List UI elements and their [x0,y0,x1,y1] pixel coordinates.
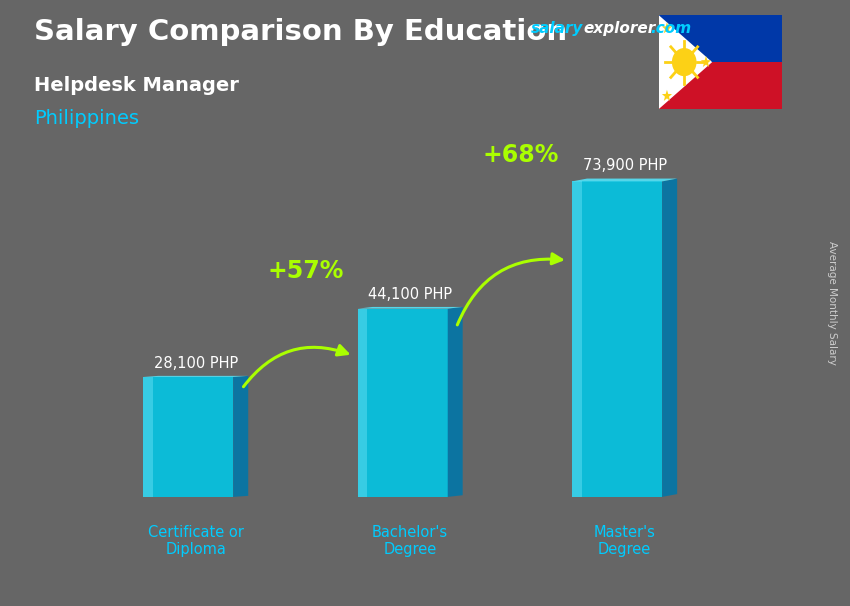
Polygon shape [358,307,462,308]
Text: Philippines: Philippines [34,109,139,128]
Polygon shape [659,15,712,109]
Text: 73,900 PHP: 73,900 PHP [582,158,666,173]
Text: 44,100 PHP: 44,100 PHP [368,287,452,302]
Polygon shape [143,376,248,377]
Text: Bachelor's
Degree: Bachelor's Degree [372,525,448,557]
Polygon shape [662,22,672,33]
Polygon shape [662,90,672,101]
Bar [659,15,782,62]
Text: Certificate or
Diploma: Certificate or Diploma [148,525,244,557]
Text: Helpdesk Manager: Helpdesk Manager [34,76,239,95]
Text: explorer: explorer [584,21,656,36]
Text: salary: salary [531,21,584,36]
Text: Master's
Degree: Master's Degree [593,525,655,557]
Polygon shape [358,308,448,497]
Polygon shape [572,179,677,181]
Polygon shape [143,377,153,497]
Text: Salary Comparison By Education: Salary Comparison By Education [34,18,567,46]
Polygon shape [448,307,462,497]
Circle shape [672,48,696,76]
Text: 28,100 PHP: 28,100 PHP [154,356,238,371]
Polygon shape [701,56,711,67]
Polygon shape [358,308,367,497]
Text: Average Monthly Salary: Average Monthly Salary [827,241,837,365]
Polygon shape [572,181,581,497]
Polygon shape [143,377,233,497]
Text: +57%: +57% [268,259,344,282]
Polygon shape [233,376,248,497]
Text: .com: .com [650,21,691,36]
Polygon shape [662,179,677,497]
Polygon shape [572,181,662,497]
Bar [659,62,782,109]
Text: +68%: +68% [483,144,558,167]
